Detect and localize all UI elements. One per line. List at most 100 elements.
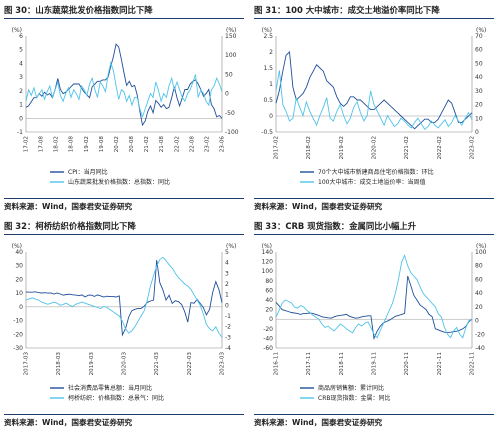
left-axis-unit: (%) [12,243,22,250]
right-tick-label: 1 [225,292,229,299]
left-axis-unit: (%) [12,27,22,34]
right-tick-label: 70 [475,33,483,40]
figure-source: 资料来源：Wind，国泰君安证券研究 [4,414,244,428]
x-tick-label: 2022-11 [470,352,476,376]
right-tick-label: 50 [475,60,483,67]
x-tick-label: 2022-02 [437,136,443,159]
left-tick-label: 5 [19,47,23,54]
x-tick-label: 2022-03 [187,352,193,376]
right-tick-label: 0 [225,91,229,98]
left-tick-label: 120 [262,259,274,266]
legend-label: CPI：当月同比 [68,168,108,176]
series-line-1 [25,256,223,338]
left-tick-label: -10 [13,318,23,325]
left-tick-label: 0 [269,316,273,323]
right-tick-label: 4 [225,260,229,267]
right-tick-label: -20 [475,331,485,338]
x-tick-label: 2017-02 [274,136,280,159]
chart-33-svg: (%) (%) -60 -40 -20 0 20 40 60 80 100 120 140 -40 -20 0… [262,243,487,402]
x-tick-label: 2019-02 [339,136,345,159]
left-tick-label: 0.5 [263,97,273,104]
series-line-1 [25,61,223,118]
figure-30-panel: 图 30：山东蔬菜批发价格指数同比下降 (%) (%) -1 0 1 2 3 4 5 6 -100 -… [0,0,248,216]
left-tick-label: -40 [263,335,273,342]
chart-30-svg: (%) (%) -1 0 1 2 3 4 5 6 -100 -50 0 50 100 150 17-02 17-0… [12,27,239,186]
series-line-1 [275,70,473,130]
right-tick-label: 3 [225,270,229,277]
right-tick-label: -40 [475,345,485,352]
right-tick-label: 0 [475,318,479,325]
left-axis-unit: (%) [262,243,272,250]
x-tick-label: 17-08 [39,136,45,153]
right-tick-label: 80 [475,263,483,270]
x-tick-label: 2020-02 [372,136,378,159]
legend-label: 70个大中城市新建商品住宅价格指数：环比 [318,168,434,176]
right-tick-label: 40 [475,290,483,297]
legend-label: 社会消费品零售总额：当月同比 [68,384,152,392]
x-tick-label: 22-08 [189,136,195,153]
x-tick-label: 2017-11 [306,352,312,376]
left-tick-label: 20 [265,307,273,314]
series-line-1 [275,254,473,339]
right-axis-unit: (%) [476,27,486,34]
legend-label: 柯桥纺织：价格指数：总景气：同比 [68,394,164,402]
right-tick-label: 30 [475,88,483,95]
left-tick-label: 2 [269,49,273,56]
figure-source: 资料来源：Wind，国泰君安证券研究 [254,414,494,428]
right-axis-unit: (%) [226,243,236,250]
right-tick-label: 2 [225,281,229,288]
right-axis-unit: (%) [226,27,236,34]
x-tick-label: 2016-11 [274,352,280,376]
x-tick-label: 2017-03 [24,352,30,376]
legend-label: 商品房销售额：累计同比 [318,384,384,392]
right-tick-label: 0 [225,302,229,309]
right-tick-label: 60 [475,276,483,283]
right-tick-label: -4 [225,345,231,352]
x-tick-label: 21-08 [159,136,165,153]
right-tick-label: 10 [475,115,483,122]
figure-32-panel: 图 32：柯桥纺织价格指数同比下降 (%) (%) -30 -20 -10 0 10 20 30… [0,216,248,432]
left-tick-label: -1 [17,129,23,136]
left-tick-label: 80 [265,278,273,285]
x-tick-label: 23-06 [220,136,226,153]
x-tick-label: 18-02 [54,136,60,152]
right-tick-label: 20 [475,304,483,311]
left-tick-label: 1.5 [263,65,273,72]
right-tick-label: -2 [225,324,231,331]
left-tick-label: 100 [262,268,274,275]
figure-title: 图 30：山东蔬菜批发价格指数同比下降 [4,2,244,19]
left-tick-label: 60 [265,287,273,294]
left-tick-label: 30 [15,263,23,270]
x-tick-label: 19-02 [84,136,90,152]
x-tick-label: 2019-03 [89,352,95,376]
chart-31-svg: (%) (%) -0.5 0 0.5 1 1.5 2 2.5 0 10 20 30 40 50 60 70 201… [261,27,486,186]
x-tick-label: 23-02 [204,136,210,152]
left-tick-label: 0 [19,115,23,122]
figure-source: 资料来源：Wind，国泰君安证券研究 [4,198,244,212]
series-line-0 [275,275,473,341]
chart-32-svg: (%) (%)-30-20-10010203040-4-3-2-101234520… [12,243,237,402]
right-axis-unit: (%) [476,243,486,250]
x-tick-label: 2018-03 [56,352,62,376]
left-tick-label: -30 [13,345,23,352]
left-axis-unit: (%) [262,27,272,34]
x-tick-label: 2023-03 [220,352,226,376]
right-tick-label: 100 [225,52,237,59]
left-tick-label: 1 [269,81,273,88]
legend-label: 山东蔬菜批发价格指数：总指数：同比 [68,178,170,186]
right-tick-label: -100 [225,129,239,136]
x-tick-label: 18-08 [69,136,75,153]
left-tick-label: 3 [19,74,23,81]
x-tick-label: 2020-03 [122,352,128,376]
left-tick-label: -60 [263,345,273,352]
right-tick-label: 20 [475,102,483,109]
x-tick-label: 20-02 [114,136,120,152]
left-tick-label: -20 [263,326,273,333]
x-tick-label: 2020-11 [404,352,410,376]
left-tick-label: 0 [19,304,23,311]
right-tick-label: 100 [475,249,487,256]
left-tick-label: 40 [15,249,23,256]
left-tick-label: 140 [262,249,274,256]
right-tick-label: -50 [225,110,235,117]
left-tick-label: 40 [265,297,273,304]
